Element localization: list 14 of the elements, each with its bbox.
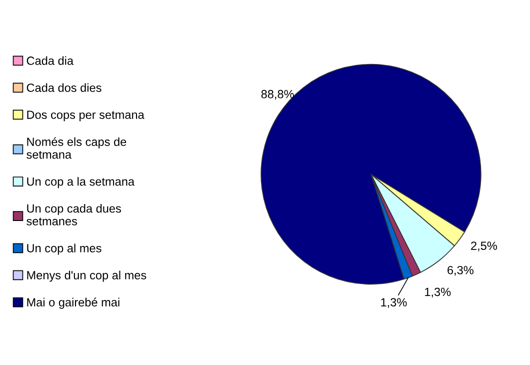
legend-label: Un cop al mes	[27, 244, 102, 255]
legend-label: Cada dos dies	[26, 83, 102, 92]
legend-label: Un cop cada dues setmanes	[26, 204, 121, 226]
data-label: 88,8%	[261, 90, 294, 100]
legend-label: Cada dia	[26, 56, 74, 65]
legend-label: Mai o gairebé mai	[27, 298, 120, 309]
legend-label: Un cop a la setmana	[27, 177, 135, 188]
legend-label: Només els caps de setmana	[26, 137, 126, 159]
legend-label: Dos cops per setmana	[27, 110, 144, 122]
data-label: 2,5%	[471, 242, 497, 252]
data-label: 1,3%	[425, 288, 451, 298]
data-label: 1,3%	[381, 298, 407, 308]
data-label: 6,3%	[448, 266, 474, 276]
legend-label: Menys d'un cop al mes	[27, 270, 146, 282]
